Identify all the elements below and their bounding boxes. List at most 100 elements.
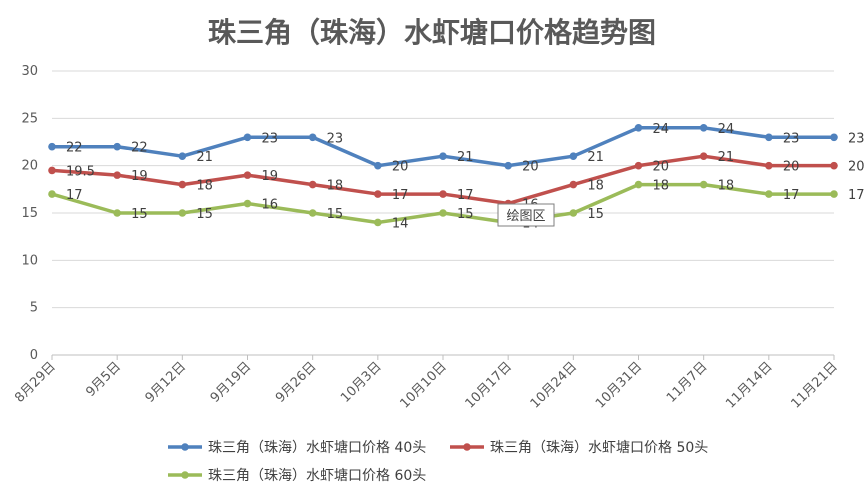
data-label: 20 <box>522 160 539 175</box>
x-tick-label: 9月12日 <box>143 359 190 406</box>
data-label: 20 <box>653 160 670 175</box>
tooltip-text: 绘图区 <box>506 209 545 224</box>
x-tick-label: 10月24日 <box>528 359 580 411</box>
x-tick-label: 10月17日 <box>463 359 515 411</box>
data-label: 20 <box>848 160 864 175</box>
data-point <box>569 152 578 160</box>
data-point <box>178 152 187 160</box>
data-point <box>699 124 708 132</box>
legend-label: 珠三角（珠海）水虾塘口价格 40头 <box>208 440 426 456</box>
data-label: 15 <box>196 207 213 222</box>
series-layer <box>48 124 838 227</box>
tooltip-box <box>497 203 555 227</box>
data-label: 23 <box>327 131 344 146</box>
data-point <box>48 190 56 198</box>
data-point <box>830 133 838 142</box>
data-label-layer: 22 22 21 23 23 20 21 20 21 24 24 23 23 19.5 19 18 19 18 17… <box>66 122 864 232</box>
data-point <box>569 180 578 189</box>
data-point <box>113 171 121 179</box>
data-label: 18 <box>653 179 670 194</box>
data-point <box>243 133 252 142</box>
legend: 珠三角（珠海）水虾塘口价格 40头 珠三角（珠海）水虾塘口价格 50头珠三角（珠海… <box>168 440 708 484</box>
data-label: 18 <box>587 179 604 194</box>
data-point <box>830 161 838 170</box>
data-label: 15 <box>587 207 604 222</box>
data-label: 18 <box>327 179 344 194</box>
y-tick-label: 15 <box>21 206 38 221</box>
y-tick-label: 20 <box>21 159 38 174</box>
x-tick-label: 8月29日 <box>12 359 59 406</box>
data-label: 19.5 <box>66 164 95 179</box>
x-tick-label: 9月26日 <box>273 359 320 406</box>
data-label: 19 <box>262 169 279 184</box>
x-tick-label: 10月10日 <box>397 359 449 411</box>
data-point <box>504 161 512 170</box>
data-point <box>569 209 578 217</box>
y-tick-label: 25 <box>21 111 38 126</box>
legend-swatch-marker <box>181 471 189 479</box>
data-label: 23 <box>262 131 279 146</box>
data-label: 20 <box>392 160 409 175</box>
data-label: 23 <box>783 131 800 146</box>
data-point <box>308 180 317 189</box>
data-point <box>765 161 773 170</box>
chart-title: 珠三角（珠海）水虾塘口价格趋势图 <box>208 16 656 49</box>
data-label: 17 <box>783 188 800 203</box>
x-tick-label: 10月3日 <box>338 359 385 406</box>
data-point <box>439 190 447 198</box>
data-label: 21 <box>196 150 213 165</box>
data-point <box>634 180 643 189</box>
data-label: 14 <box>392 216 409 231</box>
x-tick-label: 9月19日 <box>208 359 255 406</box>
data-label: 17 <box>848 188 864 203</box>
plot-area-tooltip: 绘图区 <box>497 203 555 227</box>
data-point <box>374 218 382 227</box>
data-label: 21 <box>587 150 604 165</box>
data-point <box>48 142 56 151</box>
data-point <box>178 209 187 217</box>
data-point <box>113 142 121 151</box>
data-point <box>765 190 773 198</box>
data-label: 21 <box>457 150 474 165</box>
x-tick-label: 11月14日 <box>723 359 775 411</box>
data-label: 21 <box>718 150 735 165</box>
axis-layer: 0 5 10 15 20 25 30 8月29日 9月5日 9月12日 9月19日 9月26日 10月3… <box>12 64 841 412</box>
x-tick-label: 9月5日 <box>83 359 124 400</box>
data-label: 16 <box>262 198 279 213</box>
data-point <box>439 209 447 217</box>
legend-label: 珠三角（珠海）水虾塘口价格 60头 <box>208 468 426 484</box>
data-point <box>765 133 773 142</box>
data-point <box>699 152 708 160</box>
data-point <box>308 209 317 217</box>
y-tick-label: 0 <box>30 348 38 363</box>
data-point <box>699 180 708 189</box>
legend-label: 珠三角（珠海）水虾塘口价格 50头 <box>490 440 708 456</box>
data-label: 23 <box>848 131 864 146</box>
data-label: 15 <box>457 207 474 222</box>
data-label: 19 <box>131 169 148 184</box>
data-point <box>243 171 252 179</box>
data-label: 22 <box>131 141 148 156</box>
legend-swatch-marker <box>181 443 189 451</box>
data-point <box>634 161 643 170</box>
data-point <box>113 209 121 217</box>
data-point <box>830 190 838 198</box>
data-label: 24 <box>653 122 670 137</box>
data-label: 17 <box>392 188 409 203</box>
data-point <box>374 190 382 198</box>
x-tick-label: 11月21日 <box>788 359 840 411</box>
data-point <box>178 180 187 189</box>
data-label: 17 <box>457 188 474 203</box>
data-label: 24 <box>718 122 735 137</box>
data-label: 18 <box>196 179 213 194</box>
data-label: 20 <box>783 160 800 175</box>
y-tick-label: 10 <box>21 253 38 268</box>
data-point <box>374 161 382 170</box>
x-tick-label: 11月7日 <box>664 359 711 406</box>
data-label: 15 <box>327 207 344 222</box>
data-point <box>48 166 56 175</box>
data-label: 17 <box>66 188 83 203</box>
y-tick-label: 30 <box>21 64 38 79</box>
